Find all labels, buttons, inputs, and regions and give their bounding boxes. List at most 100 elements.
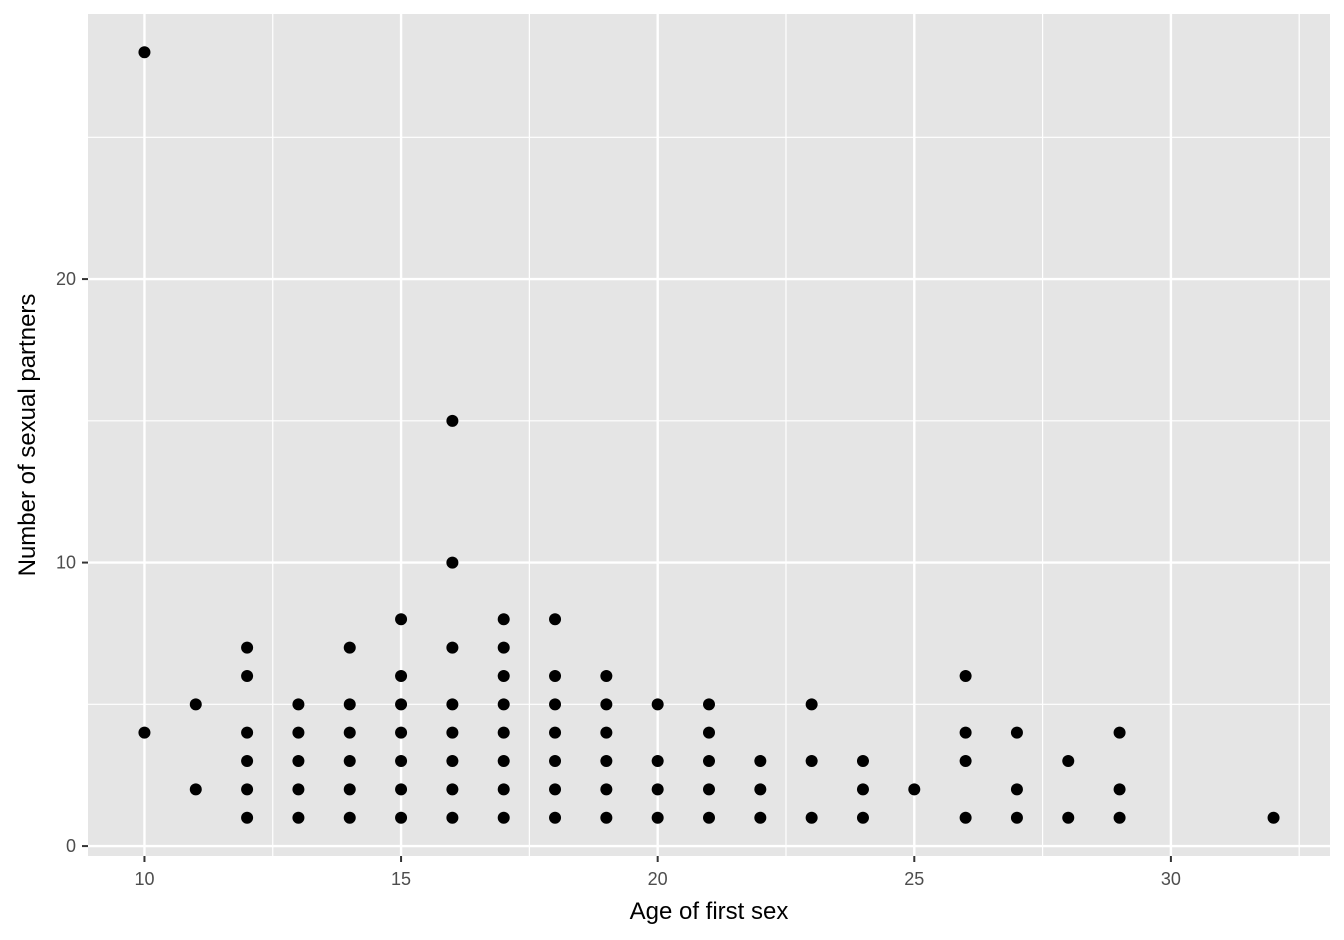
data-point-13 <box>292 783 305 796</box>
data-point-51 <box>600 669 613 682</box>
data-point-16 <box>343 698 356 711</box>
data-point-45 <box>549 669 562 682</box>
data-point-32 <box>446 726 459 739</box>
data-point-41 <box>497 755 510 768</box>
data-point-73 <box>856 783 869 796</box>
data-point-2 <box>189 698 202 711</box>
data-point-46 <box>549 698 562 711</box>
x-tick-label-30: 30 <box>1161 869 1181 889</box>
data-point-26 <box>395 783 408 796</box>
data-point-76 <box>959 669 972 682</box>
y-axis: 0 10 20 <box>56 269 88 856</box>
data-point-55 <box>600 783 613 796</box>
data-point-3 <box>189 783 202 796</box>
x-tick-label-10: 10 <box>134 869 154 889</box>
data-point-53 <box>600 726 613 739</box>
data-point-38 <box>497 669 510 682</box>
y-axis-title: Number of sexual partners <box>14 294 41 577</box>
data-point-86 <box>1113 783 1126 796</box>
data-point-22 <box>395 669 408 682</box>
data-point-77 <box>959 726 972 739</box>
data-point-64 <box>703 783 715 796</box>
data-point-63 <box>703 755 715 768</box>
data-point-88 <box>1267 811 1280 824</box>
data-point-5 <box>241 669 254 682</box>
data-point-23 <box>395 698 408 711</box>
data-point-58 <box>651 755 664 768</box>
data-point-60 <box>651 811 664 824</box>
data-point-75 <box>908 783 921 796</box>
y-tick-label-20: 20 <box>56 269 76 289</box>
y-tick-label-0: 0 <box>66 836 76 856</box>
y-tick-label-10: 10 <box>56 553 76 573</box>
major-gridlines <box>88 14 1330 856</box>
data-point-15 <box>343 641 356 654</box>
data-point-57 <box>651 698 664 711</box>
data-point-56 <box>600 811 613 824</box>
x-axis-title: Age of first sex <box>630 898 789 925</box>
data-point-29 <box>446 556 459 569</box>
data-point-84 <box>1062 811 1075 824</box>
data-point-42 <box>497 783 510 796</box>
data-point-33 <box>446 755 459 768</box>
data-point-0 <box>138 46 151 59</box>
data-point-9 <box>241 811 254 824</box>
data-point-18 <box>343 755 356 768</box>
data-point-14 <box>292 811 305 824</box>
data-point-70 <box>805 755 818 768</box>
data-point-44 <box>549 613 562 626</box>
data-point-28 <box>446 414 459 427</box>
data-point-68 <box>754 811 767 824</box>
data-point-21 <box>395 613 408 626</box>
data-point-79 <box>959 811 972 824</box>
data-point-31 <box>446 698 459 711</box>
data-point-11 <box>292 726 305 739</box>
data-point-54 <box>600 755 613 768</box>
data-point-17 <box>343 726 356 739</box>
x-tick-label-15: 15 <box>391 869 411 889</box>
data-point-7 <box>241 755 254 768</box>
data-point-78 <box>959 755 972 768</box>
data-point-52 <box>600 698 613 711</box>
data-point-36 <box>497 613 510 626</box>
data-point-87 <box>1113 811 1126 824</box>
data-point-85 <box>1113 726 1126 739</box>
data-point-69 <box>805 698 818 711</box>
data-point-83 <box>1062 755 1075 768</box>
data-point-25 <box>395 755 408 768</box>
x-tick-label-20: 20 <box>648 869 668 889</box>
data-points <box>138 46 1280 824</box>
data-point-30 <box>446 641 459 654</box>
data-point-66 <box>754 755 767 768</box>
data-point-43 <box>497 811 510 824</box>
data-point-49 <box>549 783 562 796</box>
plot-panel <box>88 14 1330 856</box>
data-point-37 <box>497 641 510 654</box>
data-point-65 <box>703 811 715 824</box>
data-point-59 <box>651 783 664 796</box>
data-point-61 <box>703 698 715 711</box>
data-point-50 <box>549 811 562 824</box>
data-point-34 <box>446 783 459 796</box>
data-point-10 <box>292 698 305 711</box>
data-point-27 <box>395 811 408 824</box>
data-point-12 <box>292 755 305 768</box>
data-point-6 <box>241 726 254 739</box>
data-point-71 <box>805 811 818 824</box>
data-point-19 <box>343 783 356 796</box>
data-point-35 <box>446 811 459 824</box>
data-point-4 <box>241 641 254 654</box>
data-point-1 <box>138 726 151 739</box>
x-axis: 10 15 20 25 30 <box>134 856 1181 889</box>
data-point-80 <box>1010 726 1023 739</box>
x-tick-label-25: 25 <box>904 869 924 889</box>
data-point-8 <box>241 783 254 796</box>
data-point-47 <box>549 726 562 739</box>
data-point-82 <box>1010 811 1023 824</box>
data-point-62 <box>703 726 715 739</box>
data-point-48 <box>549 755 562 768</box>
data-point-24 <box>395 726 408 739</box>
data-point-81 <box>1010 783 1023 796</box>
data-point-72 <box>856 755 869 768</box>
